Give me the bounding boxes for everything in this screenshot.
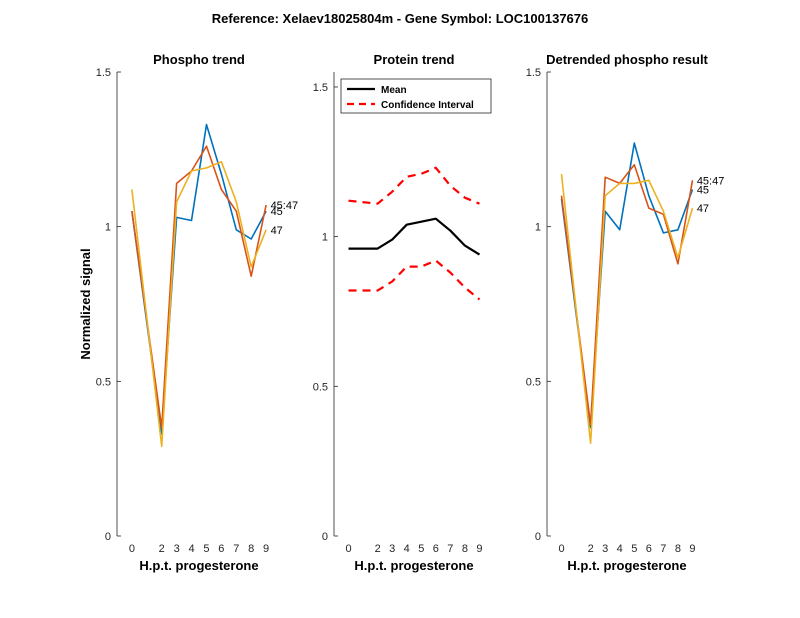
series-line-3 [348, 259, 481, 301]
y-tick-label: 1 [105, 222, 111, 234]
x-tick-label: 8 [462, 543, 468, 555]
panel-title: Detrended phospho result [546, 52, 708, 67]
legend-entry: Confidence Interval [381, 100, 474, 111]
series-end-label: 45:47 [697, 175, 725, 187]
series-line-3 [560, 174, 694, 445]
x-tick-label: 5 [631, 543, 637, 555]
x-tick-label: 7 [447, 543, 453, 555]
x-tick-label: 6 [433, 543, 439, 555]
y-tick-label: 0.5 [313, 381, 328, 393]
y-tick-label: 1.5 [526, 67, 541, 79]
series-line-2 [131, 145, 267, 429]
x-tick-label: 4 [617, 543, 623, 555]
x-tick-label: 2 [159, 543, 165, 555]
series-end-label: 47 [697, 203, 709, 215]
x-tick-label: 4 [404, 543, 410, 555]
x-tick-label: 5 [418, 543, 424, 555]
x-tick-label: 6 [218, 543, 224, 555]
series-line-1 [560, 142, 694, 429]
series-line-3 [131, 160, 267, 448]
series-end-label: 45:47 [271, 200, 299, 212]
y-tick-label: 1 [322, 232, 328, 244]
chart-panel-2: 0 0.5 1 1.5 0 2 3 4 5 6 7 8 9 Protein trend H.p.t. pro… [313, 52, 492, 573]
series-end-label: 45 [271, 206, 283, 218]
series-line-1 [348, 217, 481, 256]
x-tick-label: 2 [375, 543, 381, 555]
x-tick-label: 2 [588, 543, 594, 555]
series-line-2 [348, 166, 480, 205]
legend: Mean Confidence Interval [340, 78, 492, 114]
y-tick-label: 0 [535, 531, 541, 543]
x-tick-label: 7 [660, 543, 666, 555]
y-tick-label: 0 [322, 531, 328, 543]
series-end-label: 47 [271, 225, 283, 237]
x-tick-label: 7 [233, 543, 239, 555]
y-tick-label: 0.5 [526, 376, 541, 388]
x-axis-label: H.p.t. progesterone [567, 558, 686, 573]
x-tick-label: 0 [558, 543, 564, 555]
x-tick-label: 4 [188, 543, 194, 555]
legend-box [340, 78, 492, 114]
legend-entry: Mean [381, 85, 407, 96]
figure-title: Reference: Xelaev18025804m - Gene Symbol… [212, 11, 589, 26]
x-axis-label: H.p.t. progesterone [139, 558, 258, 573]
y-axis-label: Normalized signal [78, 248, 93, 359]
series-line-1 [131, 123, 267, 435]
x-tick-label: 9 [263, 543, 269, 555]
x-tick-label: 0 [129, 543, 135, 555]
x-tick-label: 3 [602, 543, 608, 555]
x-tick-label: 8 [675, 543, 681, 555]
y-tick-label: 0.5 [96, 376, 111, 388]
x-tick-label: 6 [646, 543, 652, 555]
x-tick-label: 0 [345, 543, 351, 555]
series-end-label: 45 [697, 185, 709, 197]
x-tick-label: 8 [248, 543, 254, 555]
panel-title: Phospho trend [153, 52, 245, 67]
x-tick-label: 3 [389, 543, 395, 555]
x-tick-label: 9 [476, 543, 482, 555]
y-tick-label: 1 [535, 222, 541, 234]
y-tick-label: 0 [105, 531, 111, 543]
x-axis-label: H.p.t. progesterone [354, 558, 473, 573]
panel-title: Protein trend [374, 52, 455, 67]
y-tick-label: 1.5 [313, 82, 328, 94]
x-tick-label: 5 [203, 543, 209, 555]
x-tick-label: 3 [174, 543, 180, 555]
y-tick-label: 1.5 [96, 67, 111, 79]
x-tick-label: 9 [689, 543, 695, 555]
series-line-2 [560, 164, 694, 426]
